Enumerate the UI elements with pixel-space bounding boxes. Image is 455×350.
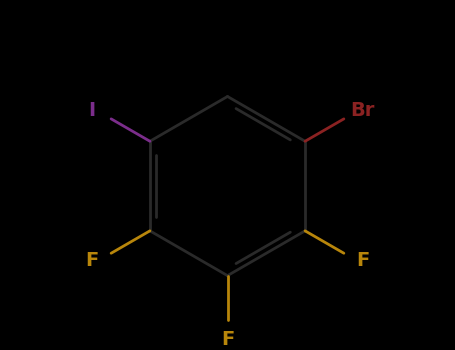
Text: I: I	[89, 101, 96, 120]
Text: F: F	[356, 251, 369, 270]
Text: Br: Br	[351, 101, 375, 120]
Text: F: F	[221, 330, 234, 349]
Text: F: F	[86, 251, 99, 270]
